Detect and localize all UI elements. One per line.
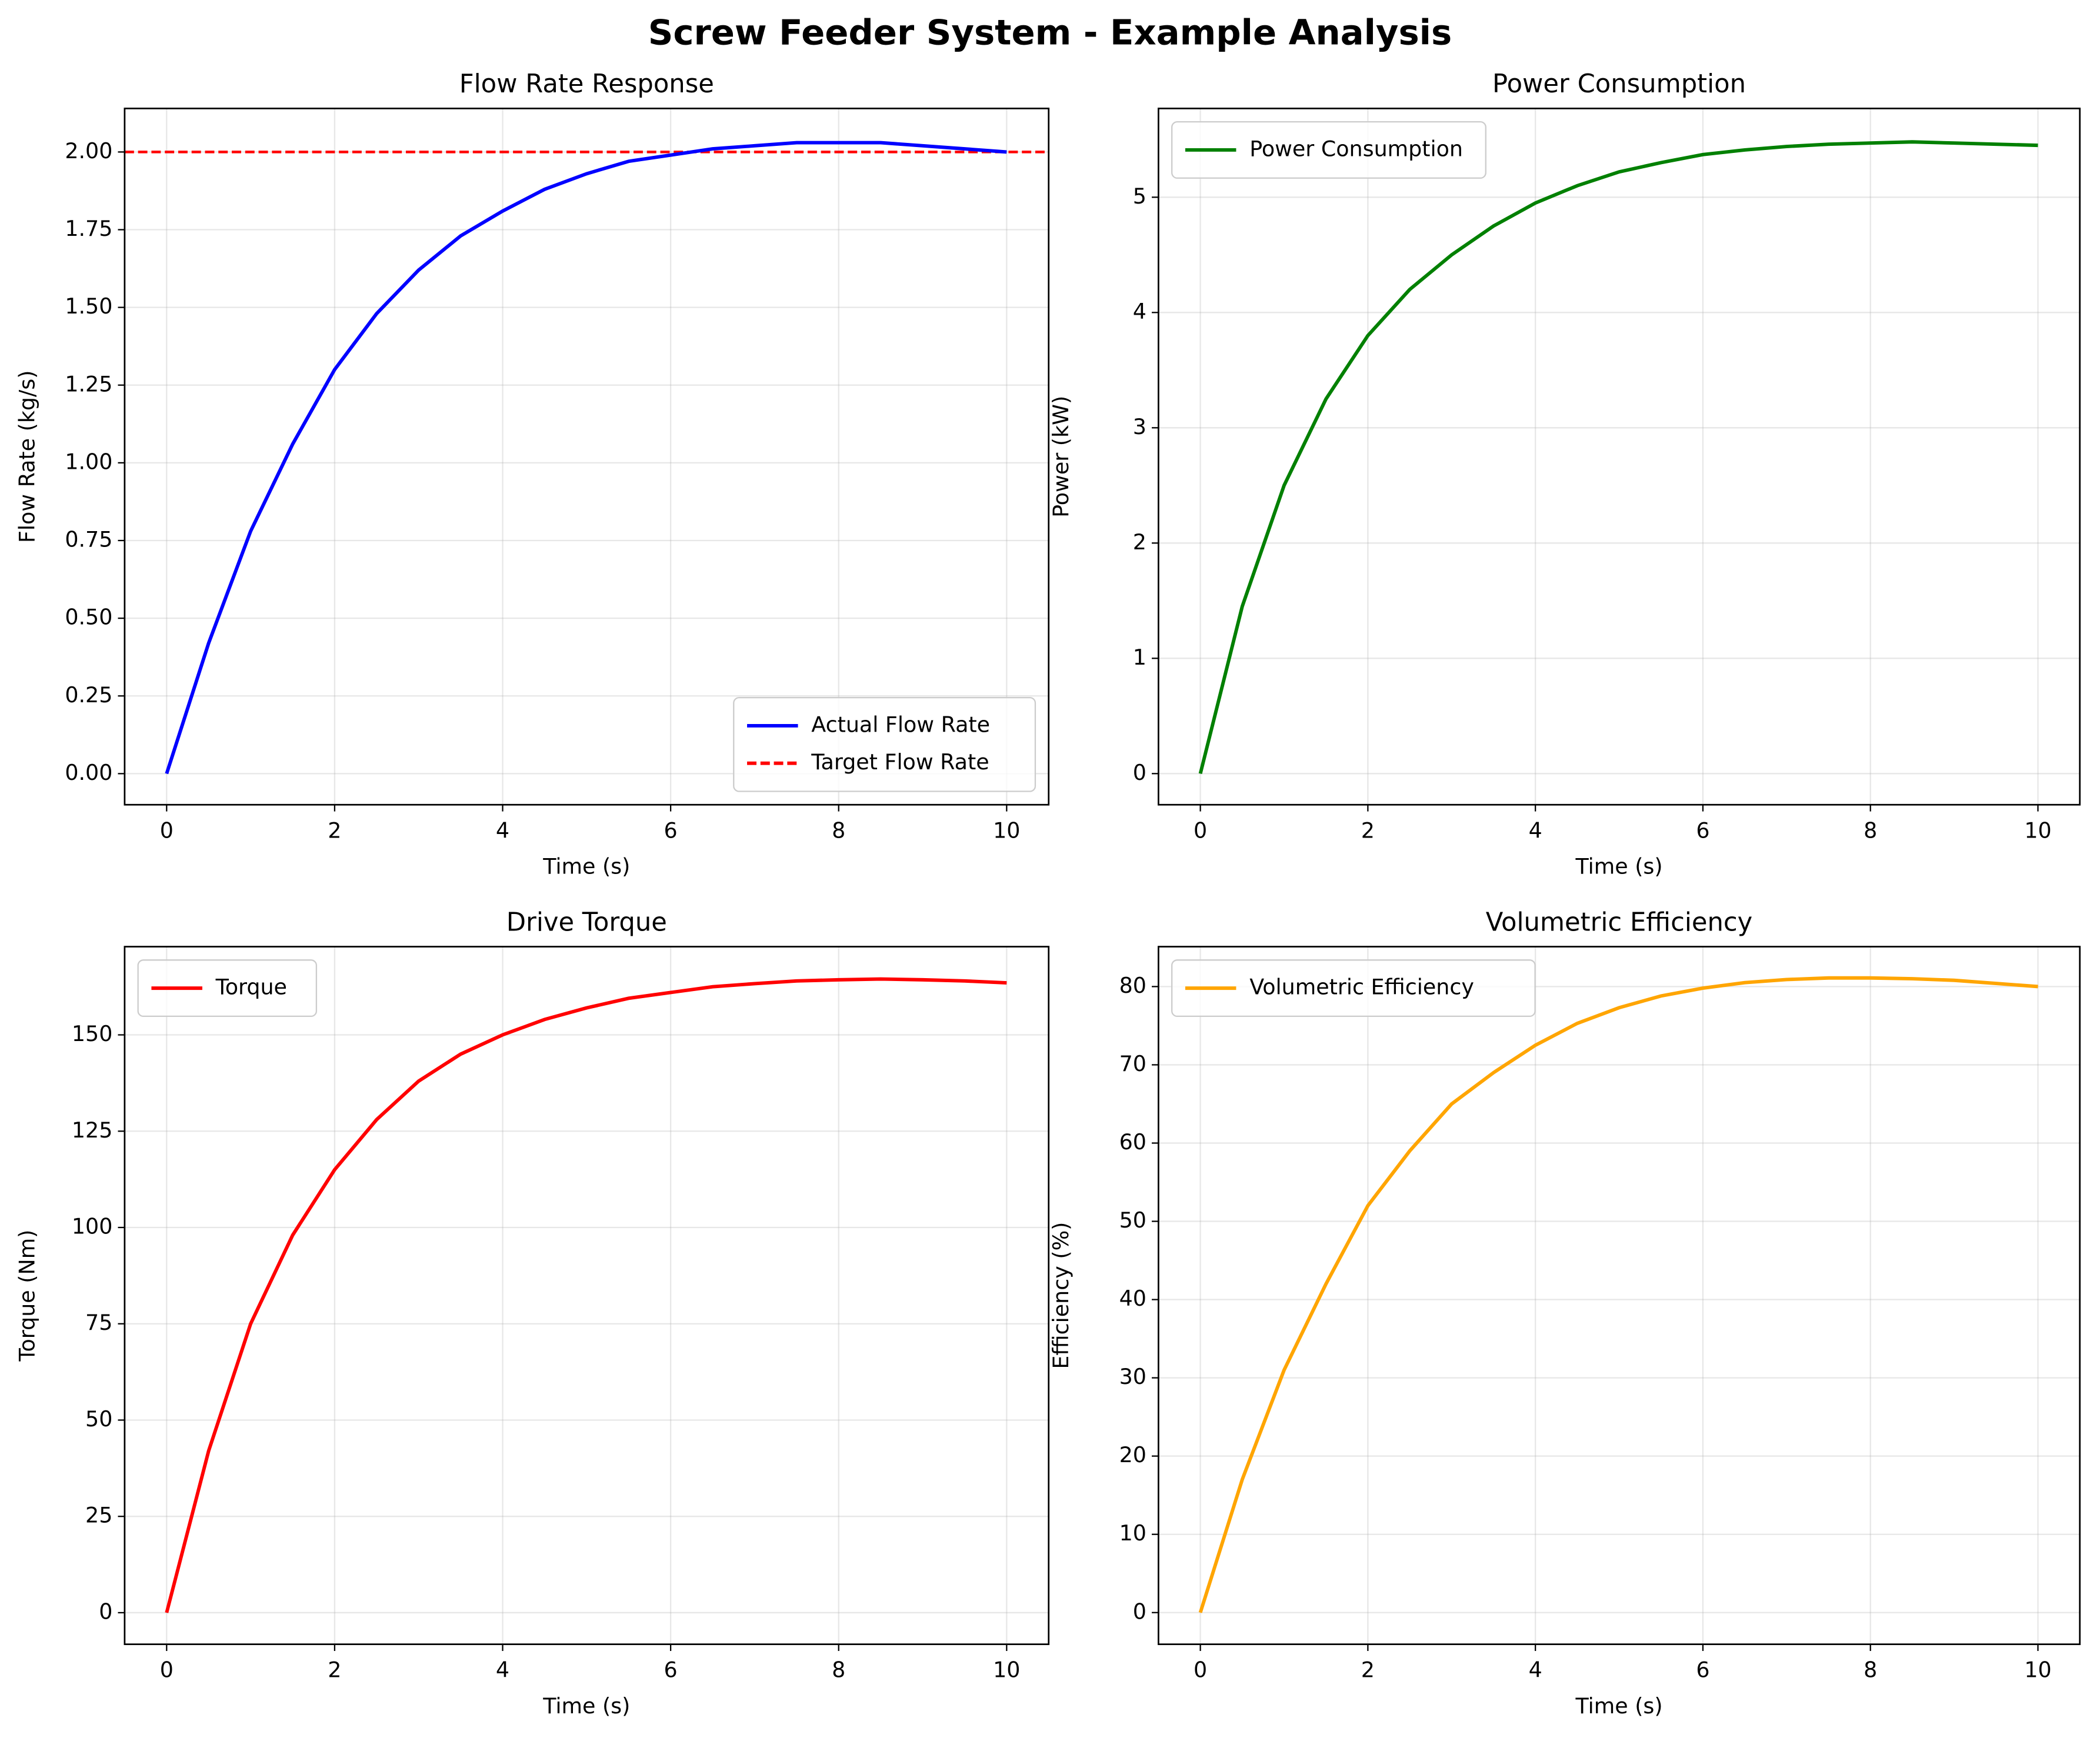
figure-title: Screw Feeder System - Example Analysis — [648, 12, 1452, 52]
x-tick-label: 6 — [1696, 1657, 1709, 1683]
subplot-title: Drive Torque — [506, 908, 667, 937]
y-tick-label: 100 — [72, 1213, 113, 1239]
x-tick-label: 6 — [664, 1657, 678, 1683]
data-line — [1198, 140, 2038, 775]
legend: Power Consumption — [1171, 121, 1486, 179]
legend-label: Actual Flow Rate — [811, 712, 990, 737]
y-tick-label: 20 — [1119, 1442, 1146, 1467]
y-tick-label: 75 — [85, 1310, 112, 1335]
y-tick-label: 0 — [99, 1599, 112, 1624]
y-tick-label: 0 — [1133, 760, 1146, 785]
axes-frame — [124, 108, 1050, 806]
x-tick-label: 10 — [993, 1657, 1020, 1683]
x-axis-label: Time (s) — [1575, 1693, 1663, 1719]
y-tick-label: 4 — [1133, 299, 1146, 324]
legend-label: Power Consumption — [1249, 136, 1463, 161]
x-tick-label: 0 — [1194, 1657, 1207, 1683]
x-tick-label: 6 — [1696, 818, 1709, 843]
y-tick-label: 0 — [1133, 1599, 1146, 1624]
y-tick-label: 150 — [72, 1021, 113, 1046]
y-tick-label: 1.75 — [65, 216, 112, 241]
y-tick-label: 125 — [72, 1117, 113, 1143]
y-tick-label: 80 — [1119, 973, 1146, 998]
y-tick-label: 25 — [85, 1503, 112, 1528]
y-tick-label: 2 — [1133, 529, 1146, 555]
y-axis-label: Power (kW) — [1048, 396, 1074, 518]
subplot-title: Volumetric Efficiency — [1486, 908, 1752, 937]
y-axis-label: Torque (Nm) — [14, 1230, 39, 1362]
y-tick-label: 5 — [1133, 184, 1146, 209]
x-tick-label: 0 — [160, 1657, 174, 1683]
y-axis-label: Flow Rate (kg/s) — [14, 371, 39, 543]
subplot: 0 2 4 6 8 10 0 10 20 30 40 50 60 70 80 Volumetric Effic… — [1048, 908, 2081, 1719]
legend-label: Volumetric Efficiency — [1249, 975, 1474, 1000]
y-tick-label: 10 — [1119, 1520, 1146, 1546]
x-axis-label: Time (s) — [542, 854, 630, 879]
x-tick-label: 8 — [832, 1657, 845, 1683]
legend-box — [137, 959, 318, 1018]
x-tick-label: 2 — [1361, 818, 1375, 843]
y-tick-label: 0.25 — [65, 682, 112, 708]
y-tick-label: 3 — [1133, 414, 1146, 439]
x-tick-label: 2 — [1361, 1657, 1375, 1683]
x-tick-label: 8 — [1864, 818, 1877, 843]
legend: Torque — [137, 959, 318, 1018]
x-tick-label: 8 — [1864, 1657, 1877, 1683]
y-tick-label: 2.00 — [65, 138, 112, 164]
x-tick-label: 4 — [496, 1657, 509, 1683]
y-tick-label: 70 — [1119, 1051, 1146, 1076]
x-tick-label: 10 — [2024, 1657, 2051, 1683]
x-tick-label: 4 — [1529, 1657, 1542, 1683]
legend-box — [1171, 959, 1536, 1018]
y-tick-label: 50 — [85, 1406, 112, 1432]
y-tick-label: 40 — [1119, 1286, 1146, 1311]
legend-label: Torque — [215, 975, 287, 1000]
x-tick-label: 10 — [993, 818, 1020, 843]
legend-box — [733, 696, 1036, 792]
x-tick-label: 6 — [664, 818, 678, 843]
subplot-title: Power Consumption — [1492, 69, 1746, 99]
legend: Volumetric Efficiency — [1171, 959, 1536, 1018]
axes-frame — [1158, 108, 2081, 806]
x-tick-label: 0 — [1194, 818, 1207, 843]
subplot: 0 2 4 6 8 10 0.00 0.25 0.50 0.75 1.00 1.25 1.50 1.75 2… — [14, 69, 1050, 879]
y-axis-label: Efficiency (%) — [1048, 1222, 1074, 1369]
y-tick-label: 0.75 — [65, 527, 112, 552]
data-line — [165, 977, 1007, 1613]
axes-frame — [1158, 946, 2081, 1646]
subplot-title: Flow Rate Response — [459, 69, 714, 99]
x-tick-label: 2 — [328, 818, 341, 843]
axes-frame — [124, 946, 1050, 1646]
y-tick-label: 1 — [1133, 645, 1146, 670]
y-tick-label: 50 — [1119, 1207, 1146, 1233]
data-line — [1198, 976, 2038, 1613]
x-tick-label: 4 — [496, 818, 509, 843]
y-tick-label: 0.00 — [65, 760, 112, 785]
x-tick-label: 2 — [328, 1657, 341, 1683]
y-tick-label: 0.50 — [65, 605, 112, 630]
y-tick-label: 60 — [1119, 1129, 1146, 1155]
y-tick-label: 1.00 — [65, 449, 112, 474]
x-tick-label: 0 — [160, 818, 174, 843]
x-tick-label: 8 — [832, 818, 845, 843]
y-tick-label: 1.50 — [65, 293, 112, 319]
x-axis-label: Time (s) — [542, 1693, 630, 1719]
y-tick-label: 30 — [1119, 1364, 1146, 1389]
x-axis-label: Time (s) — [1575, 854, 1663, 879]
x-tick-label: 4 — [1529, 818, 1542, 843]
legend-label: Target Flow Rate — [811, 749, 989, 775]
y-tick-label: 1.25 — [65, 371, 112, 396]
x-tick-label: 10 — [2024, 818, 2051, 843]
legend-box — [1171, 121, 1486, 179]
data-line — [165, 141, 1007, 775]
legend: Actual Flow Rate Target Flow Rate — [733, 696, 1036, 792]
subplot: 0 2 4 6 8 10 0 1 2 3 4 5 Power Consumption Time (s) Po… — [1048, 69, 2081, 879]
